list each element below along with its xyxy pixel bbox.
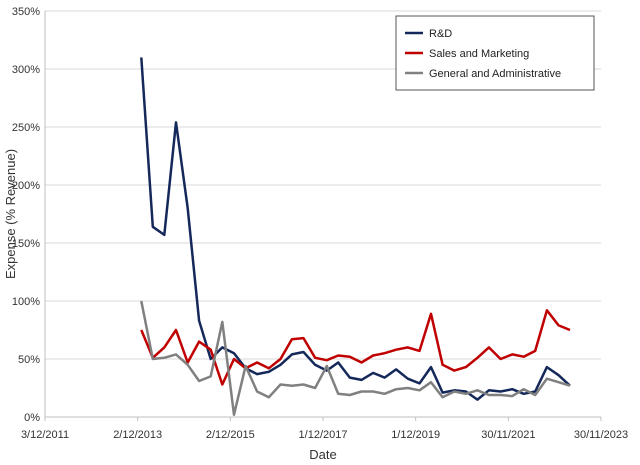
legend-label: Sales and Marketing xyxy=(429,48,529,60)
y-axis-ticks: 0% 50% 100% 150% 200% 250% 300% 350% xyxy=(12,6,40,424)
y-tick-label: 350% xyxy=(12,6,40,18)
x-tick-label: 2/12/2015 xyxy=(206,429,255,441)
y-tick-label: 150% xyxy=(12,238,40,250)
y-tick-label: 300% xyxy=(12,64,40,76)
legend-label: General and Administrative xyxy=(429,68,561,80)
x-axis-ticks: 3/12/2011 2/12/2013 2/12/2015 1/12/2017 1/12… xyxy=(21,417,628,441)
y-tick-label: 250% xyxy=(12,122,40,134)
y-tick-label: 200% xyxy=(12,180,40,192)
y-axis-title: Expense (% Revenue) xyxy=(3,149,18,279)
series-lines xyxy=(140,57,571,416)
x-tick-label: 1/12/2017 xyxy=(299,429,348,441)
x-tick-label: 2/12/2013 xyxy=(113,429,162,441)
y-tick-label: 100% xyxy=(12,296,40,308)
x-tick-label: 30/11/2023 xyxy=(574,429,628,441)
x-tick-label: 30/11/2021 xyxy=(481,429,535,441)
y-tick-label: 0% xyxy=(24,412,40,424)
y-tick-label: 50% xyxy=(18,354,40,366)
series-line-3 xyxy=(140,300,571,416)
x-axis-title: Date xyxy=(309,447,336,462)
x-tick-label: 3/12/2011 xyxy=(21,429,69,441)
series-line-2 xyxy=(140,309,571,386)
x-tick-label: 1/12/2019 xyxy=(391,429,440,441)
legend: R&D Sales and Marketing General and Admini… xyxy=(395,15,595,91)
legend-box xyxy=(395,15,595,91)
legend-label: R&D xyxy=(429,28,452,40)
